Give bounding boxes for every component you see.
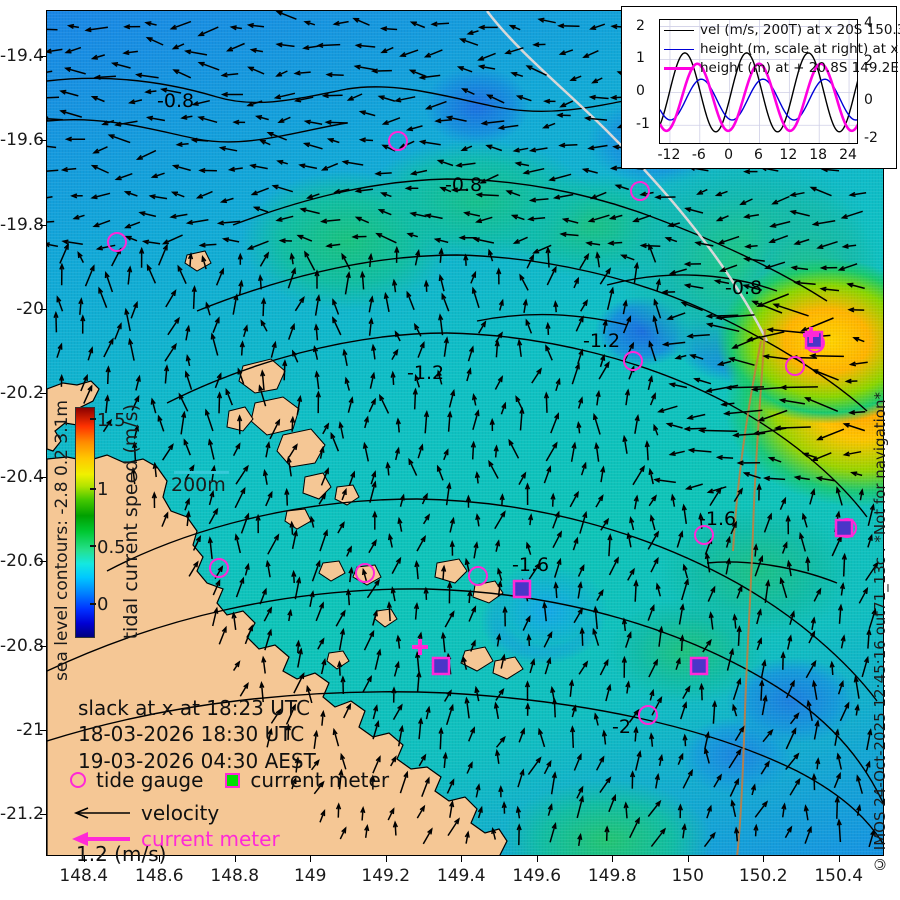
- info-line-aest: 19-03-2026 04:30 AEST: [78, 748, 316, 773]
- inset-legend-label-velocity: vel (m/s, 200T) at x 20S 150.3E: [700, 22, 900, 38]
- y-axis-tick-label: -21.2: [0, 803, 44, 824]
- inset-y-right-tick-label: 0: [864, 91, 873, 108]
- x-axis-tick-mark: [763, 856, 765, 862]
- inset-series-line: [660, 78, 857, 121]
- map-legend: tide gauge current meter velocity curren…: [70, 768, 389, 853]
- x-axis-tick-label: 149: [293, 866, 327, 886]
- inset-y-right-tick-label: 4: [864, 14, 873, 31]
- inset-legend-line-velocity: [664, 30, 694, 32]
- y-axis-tick-label: -20.2: [0, 383, 44, 403]
- x-axis-tick-label: 148.4: [59, 866, 109, 886]
- copyright-notice: © IMOS 24-Oct-2025 12:45:16 out71_13c . …: [871, 392, 889, 873]
- tide-gauge-icon: [70, 772, 86, 788]
- y-axis-tick-mark: [40, 561, 46, 563]
- y-axis-tick-mark: [40, 224, 46, 226]
- x-axis-tick-label: 150.4: [814, 866, 864, 886]
- y-axis-tick-mark: [40, 729, 46, 731]
- inset-x-tick-label: 12: [779, 147, 798, 163]
- colorbar-tick-mark: [90, 545, 96, 547]
- legend-velocity-label: velocity: [141, 801, 220, 825]
- colorbar: [75, 407, 95, 638]
- inset-legend-label-height-x: height (m, scale at right) at x: [700, 41, 899, 58]
- inset-x-tick-label: 0: [724, 147, 734, 163]
- sea-level-contours-label: sea level contours: -2.8 0.2 3.1m: [52, 400, 72, 681]
- colorbar-tick-mark: [90, 418, 96, 420]
- colorbar-label-1: 1: [97, 479, 109, 500]
- y-axis-tick-label: -20.6: [0, 551, 44, 572]
- y-axis-tick-mark: [40, 477, 46, 479]
- colorbar-gradient: [75, 407, 95, 638]
- inset-legend-line-height-plus: [664, 67, 694, 71]
- colorbar-axis-label: tidal current speed (m/s): [120, 404, 142, 640]
- y-axis-tick-label: -21: [16, 719, 44, 740]
- inset-y-right-tick-label: 2: [864, 53, 873, 70]
- x-axis-tick-mark: [687, 856, 689, 862]
- x-axis-tick-label: 148.6: [134, 866, 184, 886]
- colorbar-tick-mark: [90, 603, 96, 605]
- current-meter-icon: [225, 772, 241, 788]
- inset-x-tick-label: -12: [657, 147, 681, 163]
- x-axis-tick-label: 148.8: [210, 866, 260, 886]
- x-axis-tick-mark: [310, 856, 312, 862]
- velocity-scale-unit: 1.2 (m/s): [76, 842, 167, 866]
- inset-curves: [660, 20, 857, 143]
- y-axis-tick-label: -20: [16, 298, 44, 319]
- inset-x-tick-label: 18: [809, 147, 828, 163]
- inset-legend-label-height-plus: height (m) at + 20.8S 149.2E: [700, 60, 899, 77]
- colorbar-label-0: 0: [97, 594, 109, 615]
- inset-plot-area: [659, 19, 858, 144]
- inset-y-left-tick-label: 2: [636, 17, 645, 34]
- inset-legend: vel (m/s, 200T) at x 20S 150.3E height (…: [664, 21, 900, 78]
- colorbar-tick-mark: [90, 488, 96, 490]
- x-axis-tick-mark: [461, 856, 463, 862]
- inset-timeseries-chart[interactable]: vel (m/s, 200T) at x 20S 150.3E height (…: [621, 6, 900, 169]
- x-axis-tick-mark: [385, 856, 387, 862]
- scale-bar-label: 200m: [171, 474, 226, 496]
- inset-y-left-tick-label: 0: [636, 83, 645, 100]
- legend-tide-gauge-label: tide gauge: [96, 768, 204, 792]
- inset-x-tick-label: 6: [754, 147, 763, 163]
- y-axis-tick-mark: [40, 393, 46, 394]
- x-axis-tick-mark: [838, 856, 840, 862]
- x-axis-tick-label: 149.4: [436, 866, 486, 886]
- info-line-utc: 18-03-2026 18:30 UTC: [78, 722, 305, 747]
- legend-current-meter-label: current meter: [250, 768, 390, 792]
- inset-series-line: [660, 62, 857, 133]
- x-axis-tick-label: 149.2: [361, 866, 411, 886]
- inset-legend-line-height-x: [664, 49, 694, 51]
- x-axis-tick-label: 149.8: [587, 866, 637, 886]
- info-line-slack: slack at x at 18:23 UTC: [78, 696, 310, 720]
- y-axis-tick-label: -19.6: [0, 130, 44, 151]
- inset-x-tick-label: 24: [839, 147, 857, 163]
- colorbar-label-0p5: 0.5: [97, 537, 126, 558]
- x-axis-tick-mark: [234, 856, 236, 862]
- scale-bar-line: [174, 471, 229, 474]
- colorbar-label-1p5: 1.5: [97, 410, 126, 431]
- x-axis-tick-label: 149.6: [512, 866, 562, 886]
- y-axis-tick-mark: [40, 645, 46, 647]
- x-axis-tick-mark: [159, 856, 161, 862]
- x-axis-tick-mark: [612, 856, 614, 862]
- y-axis-tick-label: -19.4: [0, 46, 44, 67]
- x-axis-tick-mark: [536, 856, 538, 862]
- y-axis-tick-label: -20.8: [0, 635, 44, 656]
- y-axis-tick-mark: [40, 140, 46, 142]
- y-axis-tick-label: -20.4: [0, 467, 44, 488]
- timestamp-info-block: slack at x at 18:23 UTC 18-03-2026 18:30…: [78, 695, 316, 774]
- legend-current-meter-arrow-label: current meter: [141, 827, 280, 851]
- inset-x-tick-label: -6: [691, 147, 706, 163]
- y-axis-tick-mark: [40, 56, 46, 58]
- velocity-arrow-icon: [73, 807, 130, 819]
- x-axis-tick-label: 150.2: [738, 866, 788, 886]
- inset-y-left-tick-label: 1: [636, 50, 645, 67]
- inset-y-left-tick-label: -1: [636, 116, 650, 133]
- x-axis-tick-label: 150: [671, 866, 704, 886]
- current-meter-arrow-icon: [72, 832, 130, 846]
- y-axis-tick-mark: [40, 308, 46, 310]
- y-axis-tick-mark: [40, 813, 46, 815]
- y-axis-tick-label: -19.8: [0, 214, 44, 235]
- inset-y-right-tick-label: -2: [864, 130, 878, 147]
- x-axis-tick-mark: [83, 856, 85, 862]
